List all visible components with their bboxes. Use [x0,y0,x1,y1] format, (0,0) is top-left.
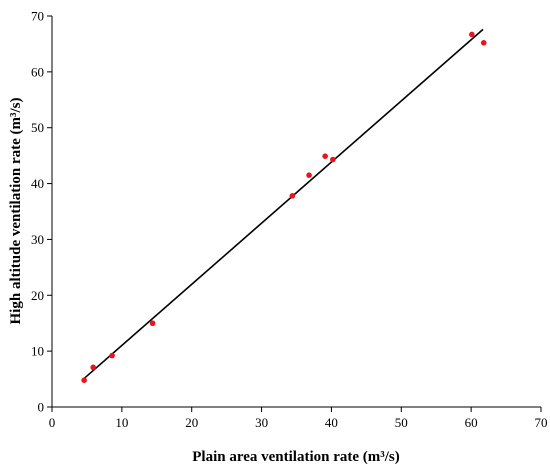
ticks: 0 10 20 30 40 50 60 70 0 10 20 30 40 50 60 70 [31,9,548,431]
x-axis-title: Plain area ventilation rate (m³/s) [192,449,400,465]
y-tick-label: 20 [31,288,44,303]
x-tick-label: 50 [395,415,408,430]
data-point [480,40,487,46]
data-point [81,377,87,383]
y-tick-label: 70 [31,9,44,24]
y-tick-label: 30 [31,232,44,247]
data-point [149,320,156,327]
y-axis-title: High altitude ventilation rate (m³/s) [8,98,24,325]
x-tick-label: 0 [49,415,56,430]
y-tick-label: 50 [31,120,44,135]
x-tick-label: 10 [115,415,128,430]
y-tick-label: 40 [31,176,44,191]
fit-line-layer [82,28,484,380]
x-tick-label: 70 [535,415,548,430]
data-point [469,31,475,38]
x-tick-label: 40 [325,415,338,430]
y-tick-label: 60 [31,64,44,79]
x-tick-label: 20 [185,415,198,430]
points-layer [81,31,487,383]
data-point [330,156,336,163]
x-tick-label: 60 [465,415,478,430]
fit-line [82,28,484,380]
data-point [90,364,97,371]
data-point [289,193,296,199]
data-point [322,153,328,160]
axes [51,16,541,408]
data-point [306,172,312,178]
data-point [109,352,115,359]
y-tick-label: 0 [38,400,45,415]
x-tick-label: 30 [255,415,268,430]
y-tick-label: 10 [31,344,44,359]
